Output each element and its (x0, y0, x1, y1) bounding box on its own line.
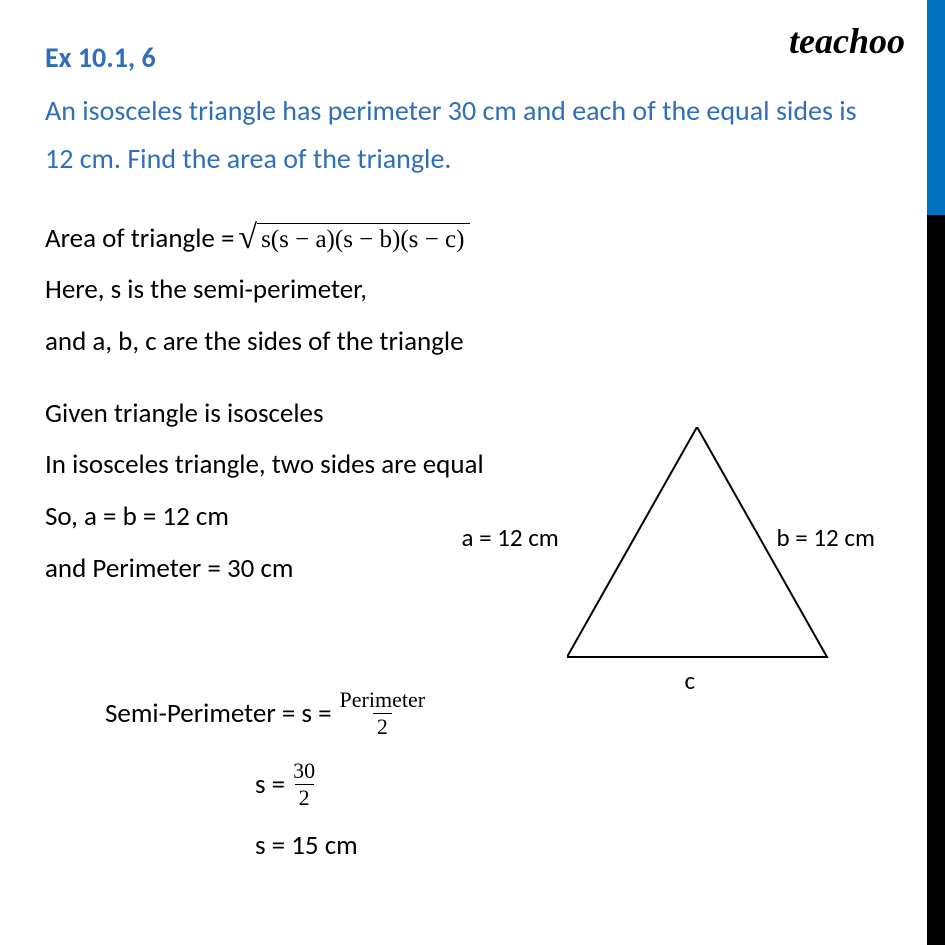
perimeter-value: and Perimeter = 30 cm (45, 552, 507, 586)
sp-denominator: 2 (373, 713, 392, 740)
under-root: s(s − a)(s − b)(s − c) (257, 223, 470, 254)
sides-note: and a, b, c are the sides of the triangl… (45, 325, 860, 359)
s-denominator: 2 (295, 784, 314, 811)
exercise-number: Ex 10.1, 6 (45, 40, 860, 75)
triangle-label-a: a = 12 cm (462, 522, 559, 553)
formula-prefix: Area of triangle = (45, 222, 234, 255)
isosceles-def: In isosceles triangle, two sides are equ… (45, 448, 507, 482)
equal-sides: So, a = b = 12 cm (45, 500, 507, 534)
s-computation: s = 30 2 (45, 758, 860, 811)
sidebar-blue (927, 0, 945, 215)
question-text: An isosceles triangle has perimeter 30 c… (45, 87, 860, 182)
radical-sign: √ (238, 223, 257, 253)
sp-label: Semi-Perimeter = s = (105, 697, 332, 730)
semi-perimeter-note: Here, s is the semi-perimeter, (45, 273, 860, 307)
herons-formula: Area of triangle = √ s(s − a)(s − b)(s −… (45, 222, 860, 255)
sidebar-black (927, 215, 945, 945)
text-and-figure: Given triangle is isosceles In isosceles… (45, 397, 860, 687)
s-numerator: 30 (289, 758, 319, 784)
s-equals: s = (255, 768, 285, 801)
page-content: Ex 10.1, 6 An isosceles triangle has per… (0, 0, 900, 862)
triangle-label-c: c (685, 665, 696, 696)
sp-numerator: Perimeter (336, 687, 430, 713)
s-result: s = 15 cm (45, 829, 860, 863)
sqrt-expression: √ s(s − a)(s − b)(s − c) (238, 223, 470, 254)
given-isosceles: Given triangle is isosceles (45, 397, 507, 431)
s-fraction: 30 2 (289, 758, 319, 811)
brand-watermark: teachoo (789, 20, 905, 62)
triangle-label-b: b = 12 cm (777, 522, 875, 553)
sp-fraction: Perimeter 2 (336, 687, 430, 740)
semi-perimeter-formula: Semi-Perimeter = s = Perimeter 2 (45, 687, 860, 740)
triangle-figure: a = 12 cm b = 12 cm c (507, 387, 861, 687)
